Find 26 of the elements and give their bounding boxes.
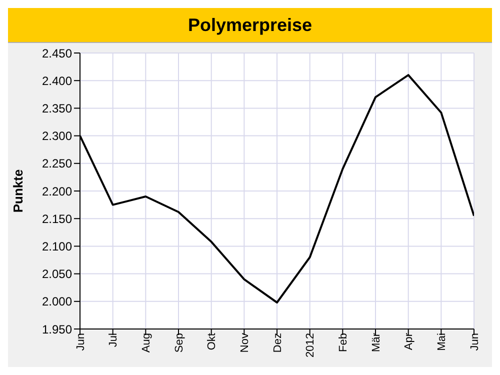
y-tick-label: 2.050: [42, 267, 72, 282]
x-tick-label: Jul: [108, 333, 120, 348]
y-tick-label: 2.200: [42, 184, 72, 198]
y-tick-label: 2.300: [42, 129, 72, 144]
x-tick-label: Jun: [468, 333, 481, 351]
y-tick-label: 1.950: [42, 322, 72, 336]
x-tick-label: Jun: [74, 333, 87, 351]
x-tick-label: Aug: [140, 333, 152, 353]
y-tick-label: 2.250: [42, 156, 72, 171]
y-axis-title: Punkte: [10, 169, 26, 213]
x-tick-label: Dez: [272, 333, 284, 353]
x-tick-label: Feb: [337, 333, 350, 352]
chart-title: Polymerpreise: [8, 8, 492, 43]
y-tick-label: 2.350: [42, 101, 72, 116]
y-tick-label: 2.450: [42, 46, 72, 60]
x-tick-label: Sep: [173, 333, 186, 353]
y-tick-label: 2.400: [42, 74, 72, 88]
x-tick-label: Mär: [370, 332, 382, 352]
y-tick-label: 2.000: [42, 294, 72, 309]
y-tick-label: 2.100: [42, 239, 72, 254]
x-tick-label: Mai: [436, 333, 448, 351]
x-tick-label: Okt: [206, 333, 218, 350]
x-tick-label: 2012: [304, 333, 317, 358]
y-tick-label: 2.150: [42, 212, 72, 226]
x-tick-label: Apr: [403, 332, 416, 350]
x-tick-label: Nov: [238, 332, 251, 353]
